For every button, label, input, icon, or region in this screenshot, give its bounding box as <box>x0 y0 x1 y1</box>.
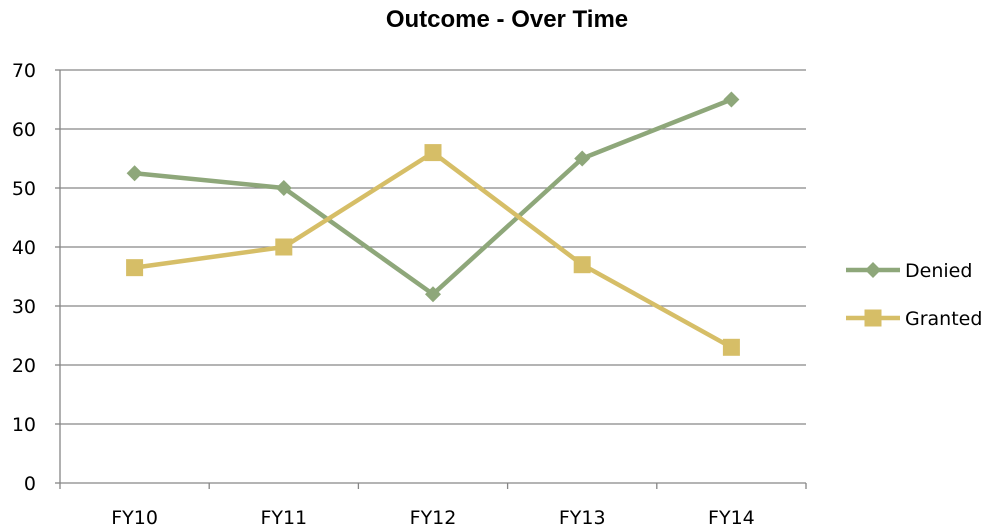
y-tick-label: 10 <box>12 414 36 436</box>
data-point-denied <box>723 91 740 108</box>
legend-label: Granted <box>905 308 982 330</box>
data-point-granted <box>275 238 293 256</box>
y-tick-label: 40 <box>12 237 36 259</box>
y-tick-label: 20 <box>12 355 36 377</box>
series-denied <box>126 91 740 303</box>
x-tick-label: FY13 <box>559 507 606 529</box>
x-tick-label: FY11 <box>260 507 307 529</box>
y-tick-label: 70 <box>12 60 36 82</box>
legend-marker <box>864 309 882 327</box>
legend-item-granted: Granted <box>846 308 982 330</box>
x-tick-label: FY12 <box>410 507 457 529</box>
data-point-granted <box>126 259 144 277</box>
y-tick-label: 50 <box>12 178 36 200</box>
y-tick-label: 0 <box>24 473 36 495</box>
data-point-granted <box>722 338 740 356</box>
chart-title: Outcome - Over Time <box>386 6 628 33</box>
legend-marker <box>865 262 881 278</box>
gridlines <box>60 69 806 425</box>
data-point-granted <box>573 256 591 274</box>
axes: 0 10 20 30 40 50 60 70 FY10 FY11 FY12 FY13 FY14 <box>12 60 807 529</box>
y-tick-label: 60 <box>12 119 36 141</box>
y-tick-label: 30 <box>12 296 36 318</box>
x-tick-label: FY14 <box>708 507 755 529</box>
data-point-denied <box>275 180 292 196</box>
series <box>126 91 740 356</box>
data-point-granted <box>424 144 442 162</box>
data-point-denied <box>126 165 143 182</box>
legend: Denied Granted <box>846 260 982 330</box>
legend-label: Denied <box>905 260 972 282</box>
x-tick-label: FY10 <box>111 507 158 529</box>
series-granted <box>126 144 740 356</box>
data-point-denied <box>425 286 441 303</box>
data-point-denied <box>574 150 591 167</box>
legend-item-denied: Denied <box>846 260 972 282</box>
